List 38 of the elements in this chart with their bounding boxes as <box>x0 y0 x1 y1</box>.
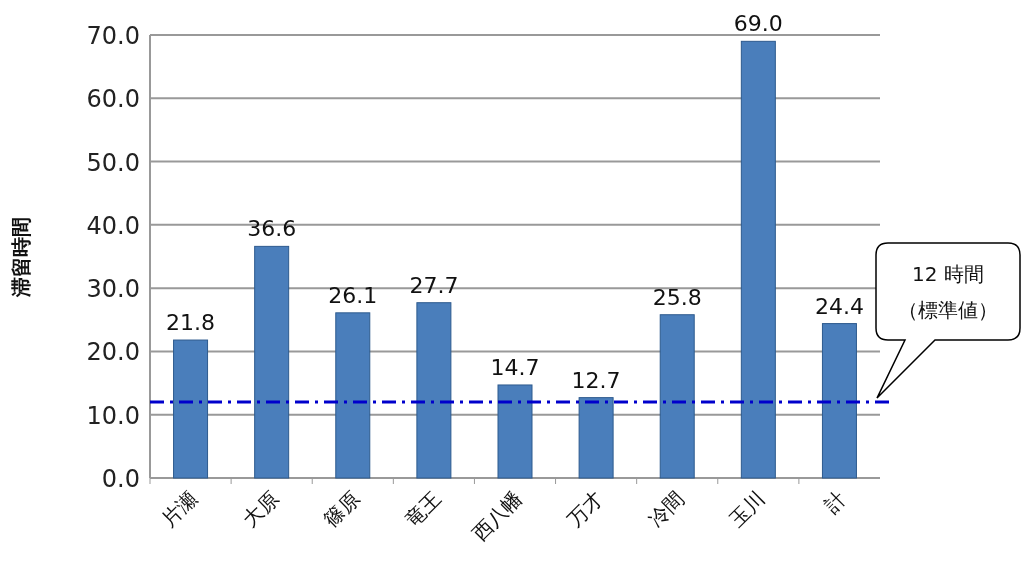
bar <box>497 384 533 479</box>
data-label: 69.0 <box>733 11 783 37</box>
bar <box>821 323 857 479</box>
bar <box>335 312 371 479</box>
x-tick-label: 西八幡 <box>467 486 527 546</box>
bar <box>254 245 290 479</box>
x-tick-label: 大原 <box>237 486 284 532</box>
data-label: 26.1 <box>328 282 378 308</box>
bar <box>416 302 452 479</box>
text: 12 時間 <box>912 262 984 286</box>
x-tick-label: 冷間 <box>643 486 689 532</box>
y-tick-label: 70.0 <box>86 22 140 50</box>
x-tick-label: 万才 <box>562 486 608 532</box>
data-label: 27.7 <box>409 272 459 298</box>
data-label: 24.4 <box>814 293 864 319</box>
bar <box>740 40 776 479</box>
y-tick-label: 50.0 <box>86 148 140 177</box>
y-tick-label: 20.0 <box>86 338 140 367</box>
y-tick-label: 10.0 <box>86 401 140 430</box>
data-label: 25.8 <box>652 284 702 310</box>
bar <box>659 314 695 479</box>
data-label: 36.6 <box>247 216 297 242</box>
text: （標準値） <box>898 298 998 322</box>
data-label: 14.7 <box>490 354 540 380</box>
bar <box>173 339 209 479</box>
x-tick-label: 篠原 <box>319 486 365 532</box>
y-tick-label: 0.0 <box>101 465 140 493</box>
data-label: 12.7 <box>571 367 621 393</box>
y-axis-title: 滞留時間 <box>9 216 33 298</box>
y-tick-label: 40.0 <box>86 211 140 240</box>
x-tick-label: 玉川 <box>724 486 770 532</box>
y-tick-label: 30.0 <box>86 275 140 304</box>
x-tick-label: 竜王 <box>400 486 446 532</box>
data-label: 21.8 <box>166 310 216 336</box>
bar <box>578 397 614 479</box>
x-tick-label: 計 <box>819 486 851 518</box>
x-tick-label: 片瀬 <box>156 486 203 532</box>
y-tick-label: 60.0 <box>86 85 140 114</box>
